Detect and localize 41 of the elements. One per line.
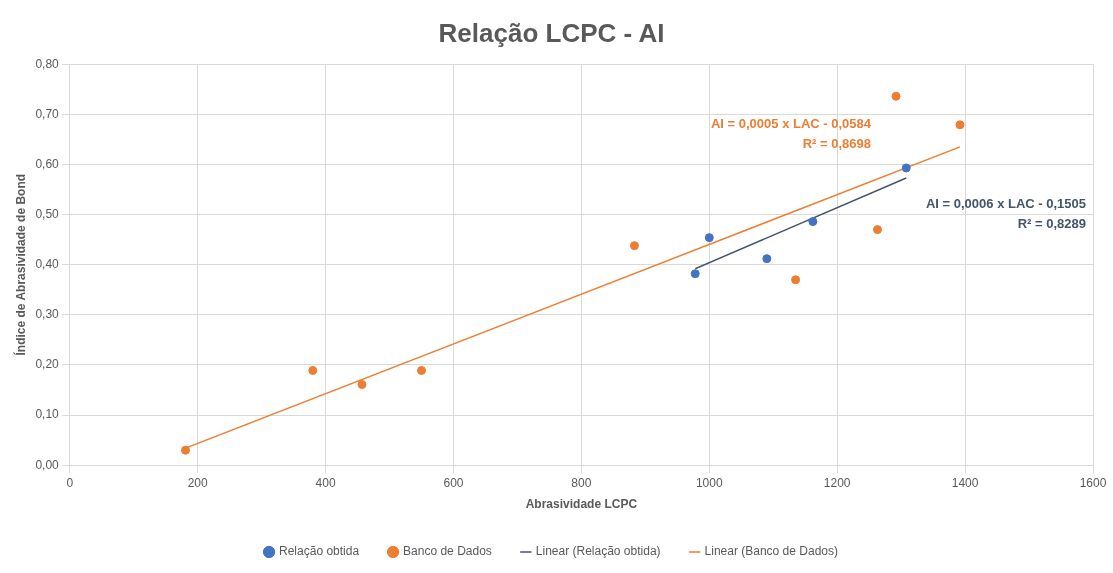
chart-title: Relação LCPC - AI <box>438 17 665 48</box>
y-tick-label: 0,40 <box>35 257 60 272</box>
legend-label: Linear (Banco de Dados) <box>704 544 838 559</box>
x-tick-label: 400 <box>315 475 336 490</box>
x-tick-label: 1200 <box>823 475 851 490</box>
legend-label: Relação obtida <box>279 544 360 559</box>
point <box>690 269 700 279</box>
y-tick-label: 0,10 <box>35 407 60 422</box>
x-tick-label: 1400 <box>951 475 979 490</box>
point <box>762 254 772 264</box>
y-tick-label: 0,30 <box>35 307 60 322</box>
y-tick-label: 0,80 <box>35 56 60 71</box>
point <box>955 120 965 130</box>
point <box>704 233 714 243</box>
x-tick-label: 1000 <box>695 475 723 490</box>
point <box>808 217 818 227</box>
point <box>417 365 426 375</box>
x-tick-label: 800 <box>571 475 592 490</box>
point <box>629 241 639 251</box>
y-axis-title: Índice de Abrasividade de Bond <box>12 173 28 356</box>
point <box>357 380 367 389</box>
y-tick-label: 0,60 <box>35 156 60 171</box>
x-tick-label: 0 <box>66 475 74 490</box>
point <box>791 275 801 285</box>
y-tick-label: 0,20 <box>35 357 60 372</box>
point <box>181 445 191 455</box>
point <box>891 91 901 101</box>
legend-label: Linear (Relação obtida) <box>535 544 661 559</box>
point <box>901 163 911 173</box>
x-axis-title: Abrasividade LCPC <box>525 497 638 512</box>
legend-label: Banco de Dados <box>403 544 492 559</box>
annotation: AI = 0,0006 x LAC - 0,1505 R² = 0,8289 <box>925 195 1086 231</box>
point <box>872 225 882 235</box>
x-tick-label: 600 <box>443 475 464 490</box>
y-tick-label: 0,70 <box>35 106 60 121</box>
x-tick-label: 200 <box>187 475 208 490</box>
x-tick-label: 1600 <box>1079 475 1107 490</box>
annotation: AI = 0,0005 x LAC - 0,0584 R² = 0,8698 <box>710 115 872 151</box>
y-tick-label: 0,00 <box>35 457 60 472</box>
point <box>308 365 318 375</box>
y-tick-label: 0,50 <box>35 206 60 221</box>
